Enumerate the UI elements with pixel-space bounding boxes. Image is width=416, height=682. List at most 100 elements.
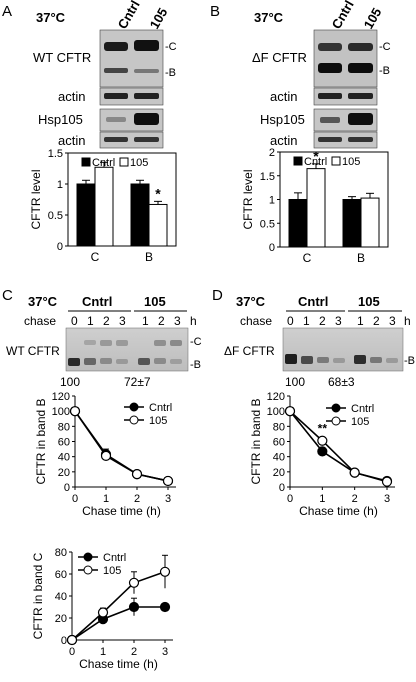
y-tick-label: 40 (58, 452, 70, 464)
legend-swatch (119, 157, 129, 167)
chase-time: 0 (71, 314, 78, 328)
panel-letter: B (210, 3, 220, 20)
actin-label-2: actin (58, 133, 85, 148)
panel-c: C 37°C Cntrl 105 chase 0 1 2 3 1 2 3 h (2, 287, 202, 671)
x-tick-label: 2 (134, 493, 140, 505)
series-line (289, 410, 388, 483)
line-chart-c-band-c: 0 20 40 60 80 0 1 2 3 Chase time (h) CFTR in band … (31, 547, 173, 671)
chase-time: 2 (103, 314, 110, 328)
legend-label: Cntrl (149, 402, 172, 414)
actin-label: actin (270, 89, 297, 104)
y-tick-label: 1 (57, 179, 63, 191)
y-tick-label: 20 (58, 467, 70, 479)
y-tick-label: 40 (55, 591, 67, 603)
x-tick-label: 3 (165, 493, 171, 505)
data-point (97, 607, 109, 618)
y-tick-label: 80 (273, 421, 285, 433)
x-tick-label: 3 (162, 646, 168, 658)
legend-label: Cntrl (304, 156, 327, 168)
y-tick-label: 60 (273, 437, 285, 449)
y-tick-label: 2 (269, 147, 275, 159)
chase-time: 1 (142, 314, 149, 328)
data-point (159, 566, 171, 577)
y-tick-label: 60 (55, 569, 67, 581)
y-tick-label: 0.5 (260, 218, 275, 230)
temperature-label: 37°C (236, 294, 266, 309)
group-label-105: 105 (358, 294, 380, 309)
y-tick-label: 120 (52, 391, 70, 403)
percent-right: 68±3 (328, 375, 355, 389)
temperature-label: 37°C (254, 10, 284, 25)
x-tick-label: C (303, 251, 312, 265)
bar (342, 199, 362, 248)
data-point (317, 446, 328, 457)
chase-time: 3 (389, 314, 396, 328)
y-tick-label: 80 (55, 547, 67, 559)
panel-a: A 37°C Cntrl 105 WT CFTR -C -B actin Hsp… (2, 0, 177, 264)
band-c-marker: -C (379, 41, 391, 53)
bar (76, 183, 96, 247)
chase-time: 1 (357, 314, 364, 328)
x-tick-label: 2 (131, 646, 137, 658)
data-point (131, 469, 143, 480)
legend-marker (129, 415, 139, 425)
data-point (349, 467, 360, 478)
percent-left: 100 (285, 375, 305, 389)
temperature-label: 37°C (36, 10, 66, 25)
bar (148, 203, 168, 247)
y-tick-label: 0 (57, 241, 63, 253)
western-blot-hsp105 (99, 108, 164, 132)
chase-time: 1 (87, 314, 94, 328)
y-tick-label: 1.5 (48, 148, 63, 160)
x-tick-label: C (91, 250, 100, 264)
band-b-marker: -B (165, 67, 176, 79)
legend-label: Cntrl (92, 157, 115, 169)
y-tick-label: 0 (64, 482, 70, 494)
data-point (284, 406, 296, 417)
y-tick-label: 1 (269, 195, 275, 207)
western-blot-actin (313, 87, 378, 106)
blot-label: ΔF CFTR (252, 50, 307, 65)
percent-left: 100 (60, 375, 80, 389)
bar (360, 197, 380, 248)
band-c-marker: -C (165, 41, 177, 53)
panel-b: B 37°C Cntrl 105 ΔF CFTR -C -B actin Hsp… (210, 0, 391, 265)
lane-label-105: 105 (147, 5, 171, 31)
panel-letter: C (2, 287, 13, 304)
x-axis-label: Chase time (h) (299, 504, 378, 518)
y-tick-label: 20 (55, 613, 67, 625)
band-b-marker: -B (404, 355, 415, 367)
western-blot-cftr (313, 29, 378, 88)
y-axis-label: CFTR level (241, 169, 255, 229)
data-point (317, 435, 328, 446)
band-b-marker: -B (379, 65, 390, 77)
legend-marker (129, 402, 139, 412)
line-chart-c-band-b: 0 20 40 60 80 100 120 0 1 2 3 Chase time (h) CFTR in… (34, 391, 176, 518)
legend-marker (331, 416, 341, 426)
x-tick-label: 1 (103, 493, 109, 505)
legend-label: 105 (351, 416, 369, 428)
pulse-chase-blot (65, 327, 189, 372)
group-label-105: 105 (144, 294, 166, 309)
lane-label-cntrl: Cntrl (115, 0, 143, 31)
y-tick-label: 0 (269, 242, 275, 254)
data-point (381, 476, 393, 487)
legend-marker (83, 565, 93, 575)
chase-label: chase (24, 314, 56, 328)
chase-time: 3 (174, 314, 181, 328)
legend-swatch (81, 157, 91, 167)
bar (288, 199, 308, 248)
x-tick-label: 0 (287, 493, 293, 505)
legend-label: Cntrl (103, 552, 126, 564)
actin-label: actin (58, 89, 85, 104)
chase-time: 0 (287, 314, 294, 328)
x-tick-label: 1 (100, 646, 106, 658)
chase-time: 2 (319, 314, 326, 328)
data-point (66, 634, 78, 646)
chase-time: 1 (303, 314, 310, 328)
y-axis-label: CFTR in band B (34, 398, 48, 484)
x-tick-label: 1 (319, 493, 325, 505)
series-line (71, 571, 166, 641)
y-axis-label: CFTR level (29, 169, 43, 229)
y-axis-label: CFTR in band B (249, 398, 263, 484)
